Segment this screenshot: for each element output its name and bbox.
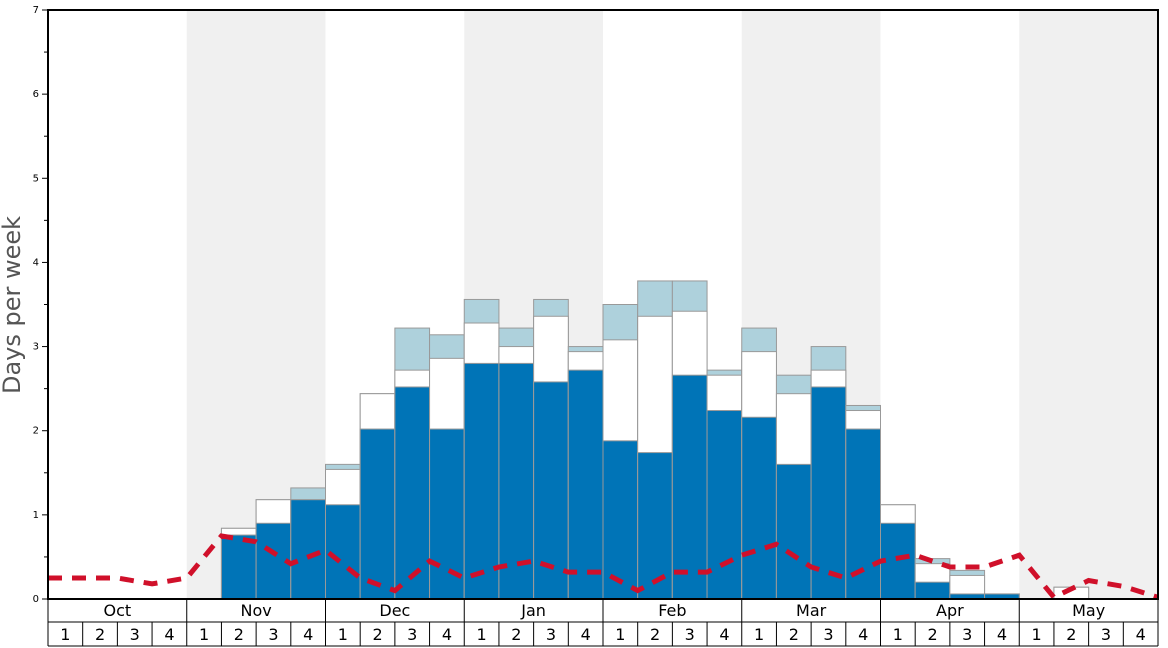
week-label: 3	[130, 625, 140, 644]
week-label: 3	[1101, 625, 1111, 644]
week-label: 4	[303, 625, 313, 644]
week-label: 4	[719, 625, 729, 644]
week-label: 2	[372, 625, 382, 644]
month-label-mar: Mar	[796, 601, 827, 620]
week-label: 2	[511, 625, 521, 644]
y-tick-label: 0	[33, 594, 39, 605]
y-tick-label: 3	[33, 342, 39, 353]
bar-bottom-week-25	[880, 522, 916, 600]
bar-bottom-week-26	[914, 581, 951, 600]
week-label: 1	[338, 625, 348, 644]
week-label: 4	[442, 625, 452, 644]
y-axis: 0 1 2 3 4 5 6 7	[33, 5, 48, 605]
y-tick-label: 2	[33, 426, 39, 437]
bar-bottom-week-20	[706, 410, 743, 600]
bar-bottom-week-23	[810, 386, 847, 600]
bar-bottom-week-17	[602, 440, 639, 600]
month-label-jan: Jan	[520, 601, 546, 620]
bar-bottom-week-8	[290, 499, 326, 600]
month-label-may: May	[1072, 601, 1105, 620]
bar-bottom-week-12	[429, 428, 465, 600]
week-label: 4	[858, 625, 868, 644]
week-label: 4	[997, 625, 1007, 644]
bar-bottom-week-10	[359, 428, 396, 600]
week-label: 3	[546, 625, 556, 644]
week-label: 2	[95, 625, 105, 644]
bar-bottom-week-11	[394, 386, 431, 600]
week-label: 1	[615, 625, 625, 644]
week-label: 2	[789, 625, 799, 644]
bar-bottom-week-22	[775, 463, 812, 600]
y-tick-label: 6	[33, 89, 39, 100]
month-label-feb: Feb	[658, 601, 686, 620]
x-axis: Oct 1 2 3 4 Nov 1 2 3 4 Dec 1 2 3 4 Jan 1 2 3 4 Feb 1 2 3 4 Mar 1 2…	[47, 599, 1159, 647]
week-label: 3	[407, 625, 417, 644]
y-tick-label: 5	[33, 173, 39, 184]
week-label: 2	[927, 625, 937, 644]
month-band-oct	[48, 10, 187, 599]
bar-bottom-week-6	[220, 534, 257, 600]
week-label: 1	[893, 625, 903, 644]
week-label: 1	[199, 625, 209, 644]
month-label-dec: Dec	[379, 601, 410, 620]
month-label-oct: Oct	[104, 601, 132, 620]
week-label: 1	[60, 625, 70, 644]
week-label: 1	[477, 625, 487, 644]
week-label: 1	[1032, 625, 1042, 644]
week-label: 4	[581, 625, 591, 644]
week-label: 4	[1136, 625, 1146, 644]
week-label: 1	[754, 625, 764, 644]
week-label: 3	[685, 625, 695, 644]
bar-bottom-week-13	[463, 362, 500, 600]
week-label: 3	[823, 625, 833, 644]
week-label: 2	[1066, 625, 1076, 644]
week-label: 2	[234, 625, 244, 644]
bar-bottom-week-21	[741, 416, 777, 600]
stacked-bars	[220, 280, 1090, 600]
y-axis-label: Days per week	[0, 216, 26, 394]
bar-bottom-week-15	[533, 381, 569, 600]
week-label: 3	[962, 625, 972, 644]
bar-bottom-week-18	[637, 452, 673, 600]
bar-bottom-week-16	[567, 369, 604, 600]
y-tick-label: 4	[33, 257, 39, 268]
month-label-nov: Nov	[241, 601, 272, 620]
week-label: 2	[650, 625, 660, 644]
average-line	[48, 533, 1159, 601]
y-tick-label: 7	[33, 5, 39, 16]
month-band-apr	[880, 10, 1020, 599]
bar-bottom-week-19	[671, 374, 708, 600]
month-label-apr: Apr	[936, 601, 964, 620]
month-band-may	[1019, 10, 1158, 599]
y-tick-label: 1	[33, 510, 39, 521]
week-label: 3	[268, 625, 278, 644]
week-label: 4	[164, 625, 174, 644]
